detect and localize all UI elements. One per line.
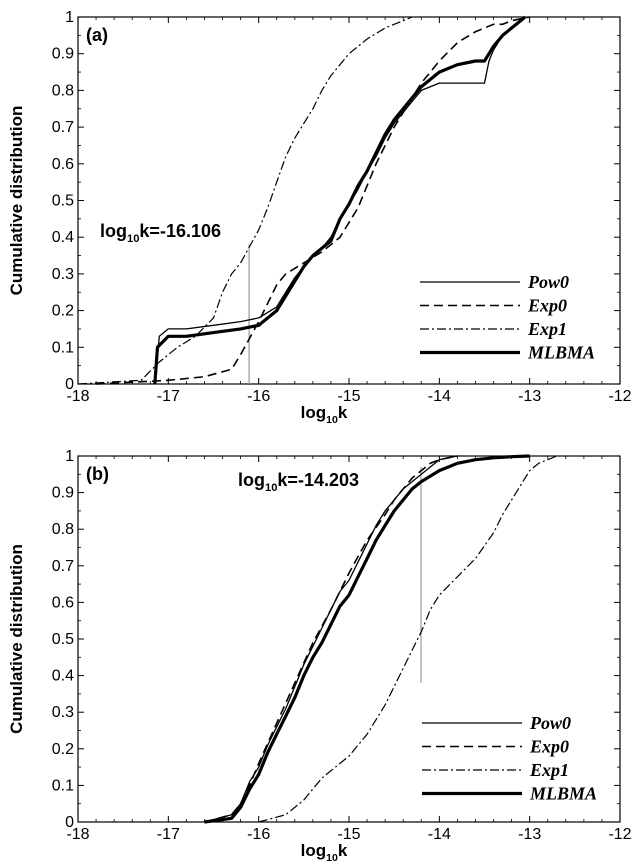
annotation-text: log10k=-14.203 bbox=[238, 470, 359, 494]
x-tick-label: -18 bbox=[66, 388, 89, 405]
x-tick-label: -12 bbox=[608, 826, 631, 843]
y-tick-label: 0.1 bbox=[52, 777, 74, 794]
x-axis-label-sub: 10 bbox=[326, 852, 338, 864]
series-line-pow0 bbox=[154, 16, 526, 385]
x-tick-label: -15 bbox=[337, 826, 360, 843]
legend: Pow0 Exp0 Exp1 MLBMA bbox=[420, 272, 595, 363]
y-tick-label: 0.1 bbox=[52, 339, 74, 356]
y-tick-label: 0.7 bbox=[52, 119, 74, 136]
y-tick-label: 1 bbox=[65, 448, 74, 465]
legend-label-mlbma: MLBMA bbox=[527, 343, 595, 363]
annotation-text: log10k=-16.106 bbox=[100, 221, 221, 245]
panel-label: (a) bbox=[86, 25, 108, 45]
legend-label-mlbma: MLBMA bbox=[529, 784, 597, 804]
x-axis-label-base: log bbox=[301, 403, 327, 422]
y-tick-label: 1 bbox=[65, 9, 74, 26]
x-tick-label: -13 bbox=[518, 826, 541, 843]
annotation-text-sub: 10 bbox=[127, 233, 139, 245]
series-line-exp0 bbox=[204, 455, 458, 823]
y-tick-label: 0.3 bbox=[52, 266, 74, 283]
annotation-text-base: log bbox=[100, 221, 127, 241]
annotation-text-tail: k=-16.106 bbox=[139, 221, 221, 241]
x-tick-label: -17 bbox=[157, 826, 180, 843]
y-tick-label: 0.6 bbox=[52, 594, 74, 611]
series-line-mlbma bbox=[153, 15, 527, 385]
x-tick-label: -16 bbox=[247, 826, 270, 843]
annotation-text-tail: k=-14.203 bbox=[277, 470, 359, 490]
x-tick-label: -15 bbox=[337, 388, 360, 405]
x-axis-label-tail: k bbox=[338, 403, 348, 422]
series-line-mlbma bbox=[204, 454, 530, 824]
legend: Pow0 Exp0 Exp1 MLBMA bbox=[422, 713, 597, 804]
y-tick-label: 0.8 bbox=[52, 82, 74, 99]
y-tick-label: 0.2 bbox=[52, 303, 74, 320]
y-tick-label: 0.4 bbox=[52, 668, 74, 685]
y-tick-label: 0.6 bbox=[52, 156, 74, 173]
legend-label-exp1: Exp1 bbox=[527, 319, 567, 339]
y-tick-label: 0.9 bbox=[52, 485, 74, 502]
x-tick-label: -16 bbox=[247, 388, 270, 405]
legend-label-exp0: Exp0 bbox=[529, 737, 569, 757]
x-axis-label: log10k bbox=[301, 841, 348, 864]
series-line-exp1 bbox=[258, 455, 558, 823]
panel-label: (b) bbox=[86, 464, 109, 484]
y-tick-label: 0.8 bbox=[52, 521, 74, 538]
x-axis-label-tail: k bbox=[338, 841, 348, 860]
series-line-exp1 bbox=[77, 16, 413, 385]
x-tick-label: -14 bbox=[428, 388, 451, 405]
series-line-pow0 bbox=[204, 455, 458, 823]
annotation-text-base: log bbox=[238, 470, 265, 490]
x-tick-label: -14 bbox=[428, 826, 451, 843]
annotation-text-sub: 10 bbox=[265, 482, 277, 494]
y-tick-label: 0.7 bbox=[52, 558, 74, 575]
x-axis-label-sub: 10 bbox=[326, 414, 338, 426]
series-line-exp0 bbox=[96, 16, 530, 385]
x-axis-label-base: log bbox=[301, 841, 327, 860]
y-tick-label: 0.5 bbox=[52, 631, 74, 648]
y-tick-label: 0.2 bbox=[52, 741, 74, 758]
legend-label-pow0: Pow0 bbox=[527, 272, 569, 292]
x-tick-label: -18 bbox=[66, 826, 89, 843]
y-tick-label: 0 bbox=[65, 376, 74, 393]
y-tick-label: 0 bbox=[65, 814, 74, 831]
y-tick-label: 0.5 bbox=[52, 193, 74, 210]
y-tick-label: 0.3 bbox=[52, 704, 74, 721]
legend-label-exp0: Exp0 bbox=[527, 296, 567, 316]
legend-label-pow0: Pow0 bbox=[529, 713, 571, 733]
x-tick-label: -13 bbox=[518, 388, 541, 405]
legend-label-exp1: Exp1 bbox=[529, 760, 569, 780]
panel-b: -18 -17 -16 -15 -14 -13 -12 0 0.1 0.2 0.3 0.4 0.5 0.6… bbox=[7, 448, 632, 864]
y-axis-label: Cumulative distribution bbox=[7, 106, 26, 296]
y-tick-label: 0.9 bbox=[52, 46, 74, 63]
y-axis-label: Cumulative distribution bbox=[7, 544, 26, 734]
x-tick-label: -17 bbox=[157, 388, 180, 405]
x-axis-label: log10k bbox=[301, 403, 348, 426]
panel-a: -18 -17 -16 -15 -14 -13 -12 0 0.1 0.2 0.3 0.4 0.5 0.6… bbox=[7, 9, 632, 426]
x-tick-label: -12 bbox=[608, 388, 631, 405]
y-tick-label: 0.4 bbox=[52, 229, 74, 246]
